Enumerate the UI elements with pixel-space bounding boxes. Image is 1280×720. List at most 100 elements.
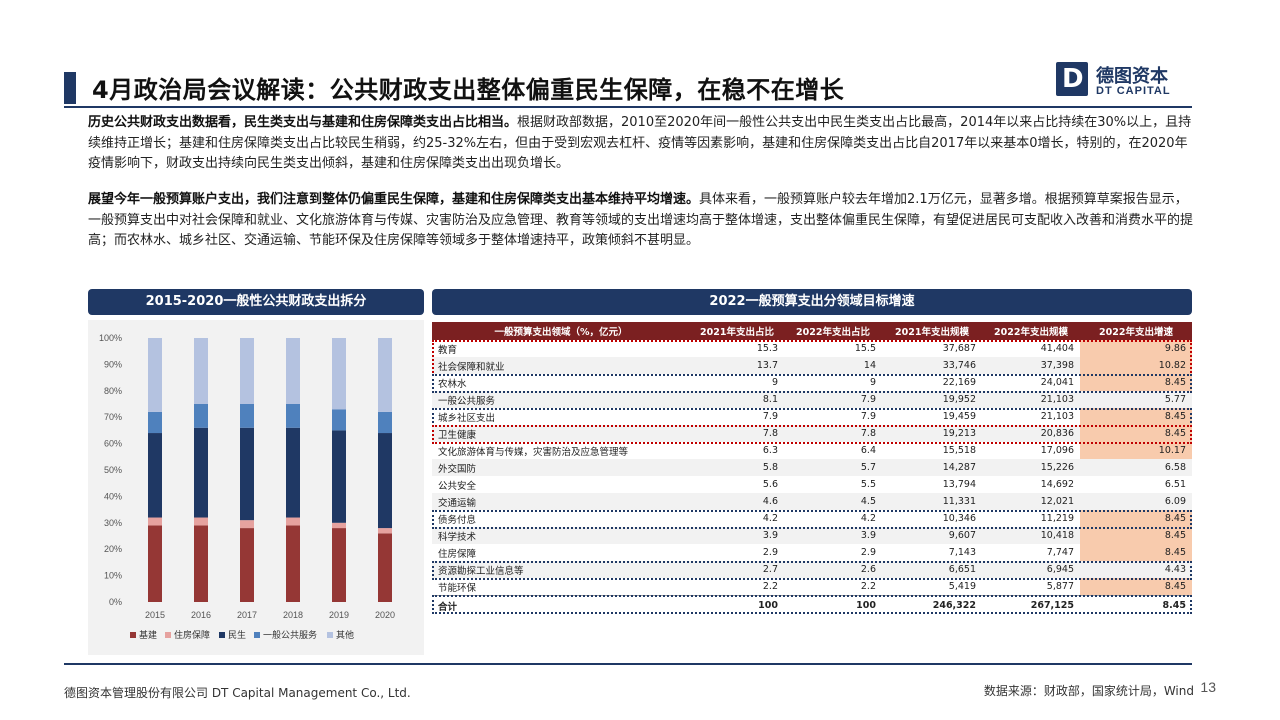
- bar-segment: [194, 517, 208, 526]
- bar-segment: [378, 528, 392, 534]
- table-value-cell: 8.45: [1080, 527, 1192, 544]
- bar-segment: [194, 404, 208, 428]
- table-header-cell: 2022年支出占比: [784, 322, 882, 340]
- table-value-cell: 5,419: [882, 578, 982, 596]
- table-value-cell: 19,459: [882, 408, 982, 425]
- x-tick-label: 2015: [145, 610, 165, 620]
- y-tick-label: 90%: [104, 359, 122, 369]
- x-tick-label: 2018: [283, 610, 303, 620]
- table-total-row: 合计 100 100 246,322 267,125 8.45: [432, 595, 1192, 615]
- paragraph-outlook: 展望今年一般预算账户支出，我们注意到整体仍偏重民生保障，基建和住房保障类支出基本…: [88, 190, 1194, 252]
- table-value-cell: 5.77: [1080, 391, 1192, 408]
- table-value-cell: 10.17: [1080, 442, 1192, 459]
- bar-segment: [286, 517, 300, 526]
- bar-segment: [148, 433, 162, 518]
- y-tick-label: 30%: [104, 518, 122, 528]
- y-tick-label: 60%: [104, 439, 122, 449]
- table-value-cell: 10,346: [882, 510, 982, 527]
- table-value-cell: 14: [784, 357, 882, 374]
- y-tick-label: 50%: [104, 465, 122, 475]
- table-value-cell: 2.9: [690, 544, 784, 561]
- table-value-cell: 8.1: [690, 391, 784, 408]
- table-row: 公共安全 5.6 5.5 13,794 14,692 6.51: [432, 476, 1192, 493]
- bar-segment: [240, 520, 254, 529]
- table-value-cell: 19,213: [882, 425, 982, 442]
- table-value-cell: 33,746: [882, 357, 982, 374]
- table-value-cell: 37,398: [982, 357, 1080, 374]
- bar-segment: [332, 409, 346, 431]
- stacked-bar-chart: 0% 10% 20% 30% 40% 50% 60% 70% 80% 90% 100% 2015 201…: [99, 333, 395, 640]
- table-row: 科学技术 3.9 3.9 9,607 10,418 8.45: [432, 527, 1192, 544]
- bar-segment: [332, 338, 346, 410]
- y-tick-label: 10%: [104, 571, 122, 581]
- table-header-cell: 2021年支出占比: [690, 322, 784, 340]
- table-category-cell: 节能环保: [432, 578, 690, 596]
- table-value-cell: 7.8: [784, 425, 882, 442]
- table-value-cell: 100: [690, 595, 784, 615]
- legend-label: 民生: [228, 629, 246, 640]
- bar-segment: [240, 338, 254, 404]
- bar-segment: [378, 411, 392, 434]
- table-row: 城乡社区支出 7.9 7.9 19,459 21,103 8.45: [432, 408, 1192, 425]
- table-value-cell: 12,021: [982, 493, 1080, 510]
- table-category-cell: 外交国防: [432, 459, 690, 476]
- table-value-cell: 8.45: [1080, 510, 1192, 527]
- title-divider: [64, 106, 1192, 108]
- table-value-cell: 21,103: [982, 391, 1080, 408]
- table-value-cell: 5.7: [784, 459, 882, 476]
- table-row: 农林水 9 9 22,169 24,041 8.45: [432, 374, 1192, 391]
- table-row: 资源勘探工业信息等 2.7 2.6 6,651 6,945 4.43: [432, 561, 1192, 578]
- paragraph-history-body: 根据财政部数据，2010至2020年间一般性公共支出中民生类支出占比最高，201…: [88, 115, 1192, 171]
- bar-segment: [332, 430, 346, 523]
- x-tick-label: 2016: [191, 610, 211, 620]
- budget-table: 一般预算支出领域（%，亿元） 2021年支出占比 2022年支出占比 2021年支出规…: [432, 322, 1192, 615]
- table-value-cell: 5.8: [690, 459, 784, 476]
- table-value-cell: 15,226: [982, 459, 1080, 476]
- table-value-cell: 5,877: [982, 578, 1080, 596]
- table-category-cell: 卫生健康: [432, 425, 690, 442]
- x-tick-label: 2019: [329, 610, 349, 620]
- table-value-cell: 22,169: [882, 374, 982, 391]
- table-value-cell: 6,651: [882, 561, 982, 578]
- bar-segment: [194, 525, 208, 602]
- table-value-cell: 10.82: [1080, 357, 1192, 374]
- table-category-cell: 公共安全: [432, 476, 690, 493]
- legend-swatch: [254, 632, 260, 638]
- table-value-cell: 13.7: [690, 357, 784, 374]
- paragraph-outlook-body: 具体来看，一般预算账户较去年增加2.1万亿元，显著多增。根据预算草案报告显示，一…: [88, 192, 1194, 248]
- paragraph-history: 历史公共财政支出数据看，民生类支出与基建和住房保障类支出占比相当。根据财政部数据…: [88, 113, 1194, 175]
- right-panel-title: 2022一般预算支出分领域目标增速: [432, 289, 1192, 315]
- table-value-cell: 5.6: [690, 476, 784, 493]
- bar-segment: [148, 525, 162, 602]
- table-value-cell: 3.9: [784, 527, 882, 544]
- legend-swatch: [219, 632, 225, 638]
- table-category-cell: 交通运输: [432, 493, 690, 510]
- y-tick-label: 70%: [104, 412, 122, 422]
- paragraph-outlook-lead: 展望今年一般预算账户支出，我们注意到整体仍偏重民生保障，基建和住房保障类支出基本…: [88, 192, 700, 207]
- bar-segment: [378, 433, 392, 529]
- table-value-cell: 9.86: [1080, 340, 1192, 357]
- table-value-cell: 4.43: [1080, 561, 1192, 578]
- bar-segment: [148, 338, 162, 412]
- x-tick-label: 2017: [237, 610, 257, 620]
- table-value-cell: 246,322: [882, 595, 982, 615]
- table-row: 教育 15.3 15.5 37,687 41,404 9.86: [432, 340, 1192, 357]
- table-value-cell: 9,607: [882, 527, 982, 544]
- table-row: 文化旅游体育与传媒，灾害防治及应急管理等 6.3 6.4 15,518 17,096 10…: [432, 442, 1192, 459]
- page-number: 13: [1200, 679, 1216, 695]
- table-value-cell: 7.8: [690, 425, 784, 442]
- table-row: 住房保障 2.9 2.9 7,143 7,747 8.45: [432, 544, 1192, 561]
- table-value-cell: 6.58: [1080, 459, 1192, 476]
- company-logo: D 德图资本 DT CAPITAL: [1056, 62, 1196, 102]
- table-category-cell: 农林水: [432, 374, 690, 391]
- paragraph-history-lead: 历史公共财政支出数据看，民生类支出与基建和住房保障类支出占比相当。: [88, 115, 518, 130]
- bar-segment: [148, 517, 162, 526]
- table-value-cell: 17,096: [982, 442, 1080, 459]
- table-row: 债务付息 4.2 4.2 10,346 11,219 8.45: [432, 510, 1192, 527]
- bar-segment: [378, 338, 392, 412]
- table-value-cell: 100: [784, 595, 882, 615]
- table-value-cell: 7.9: [690, 408, 784, 425]
- table-value-cell: 8.45: [1080, 578, 1192, 596]
- logo-text-cn: 德图资本: [1096, 66, 1168, 87]
- bar-segment: [286, 525, 300, 602]
